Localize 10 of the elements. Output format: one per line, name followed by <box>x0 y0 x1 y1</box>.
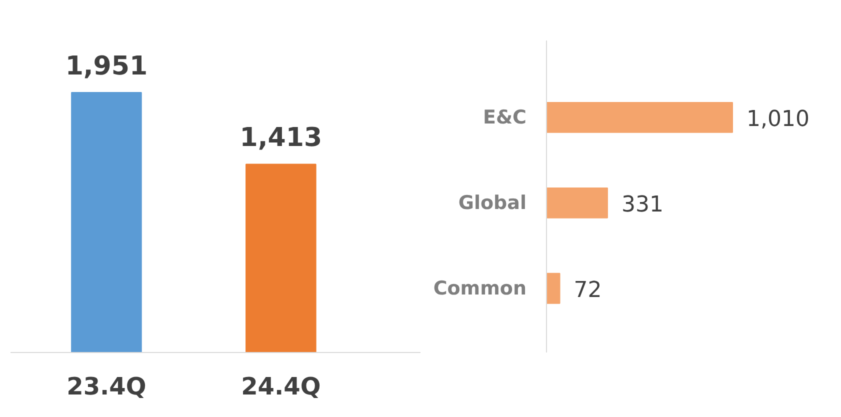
data-label: 331 <box>621 192 664 218</box>
x-tick-label: 24.4Q <box>241 372 321 400</box>
data-label: 1,413 <box>240 123 322 154</box>
data-label: 1,010 <box>746 106 810 132</box>
y-tick-label: Common <box>433 277 527 300</box>
data-label: 1,951 <box>65 52 148 82</box>
x-tick-label: 23.4Q <box>66 372 146 400</box>
y-tick-label: Global <box>458 192 527 214</box>
data-label: 72 <box>574 278 602 303</box>
y-tick-label: E&C <box>483 106 527 128</box>
